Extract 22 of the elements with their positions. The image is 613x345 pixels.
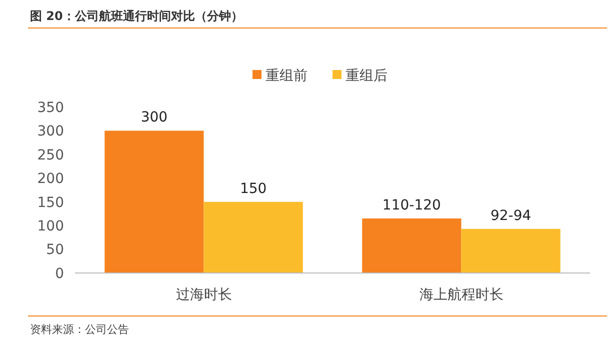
y-tick-label: 50 bbox=[46, 242, 64, 258]
x-tick-label: 过海时长 bbox=[176, 287, 232, 303]
chart-title: 图 20：公司航班通行时间对比（分钟） bbox=[30, 9, 243, 23]
bar bbox=[362, 218, 462, 273]
y-tick-label: 200 bbox=[37, 171, 64, 188]
y-tick-label: 100 bbox=[37, 218, 64, 234]
data-label: 150 bbox=[240, 180, 267, 197]
data-label: 300 bbox=[140, 110, 168, 126]
legend-label: 重组后 bbox=[346, 68, 388, 84]
bar bbox=[204, 202, 303, 273]
y-tick-label: 300 bbox=[37, 124, 64, 140]
y-tick-label: 250 bbox=[37, 147, 64, 164]
data-label: 110-120 bbox=[382, 197, 441, 214]
legend-label: 重组前 bbox=[266, 68, 308, 84]
bar bbox=[461, 228, 560, 273]
y-tick-label: 0 bbox=[55, 266, 64, 282]
data-label: 92-94 bbox=[490, 208, 532, 224]
y-tick-label: 350 bbox=[37, 100, 64, 116]
y-tick-label: 150 bbox=[37, 194, 64, 211]
x-tick-label: 海上航程时长 bbox=[419, 287, 504, 303]
text: 资料来源：公司公告 bbox=[30, 323, 129, 336]
bar bbox=[104, 130, 204, 273]
